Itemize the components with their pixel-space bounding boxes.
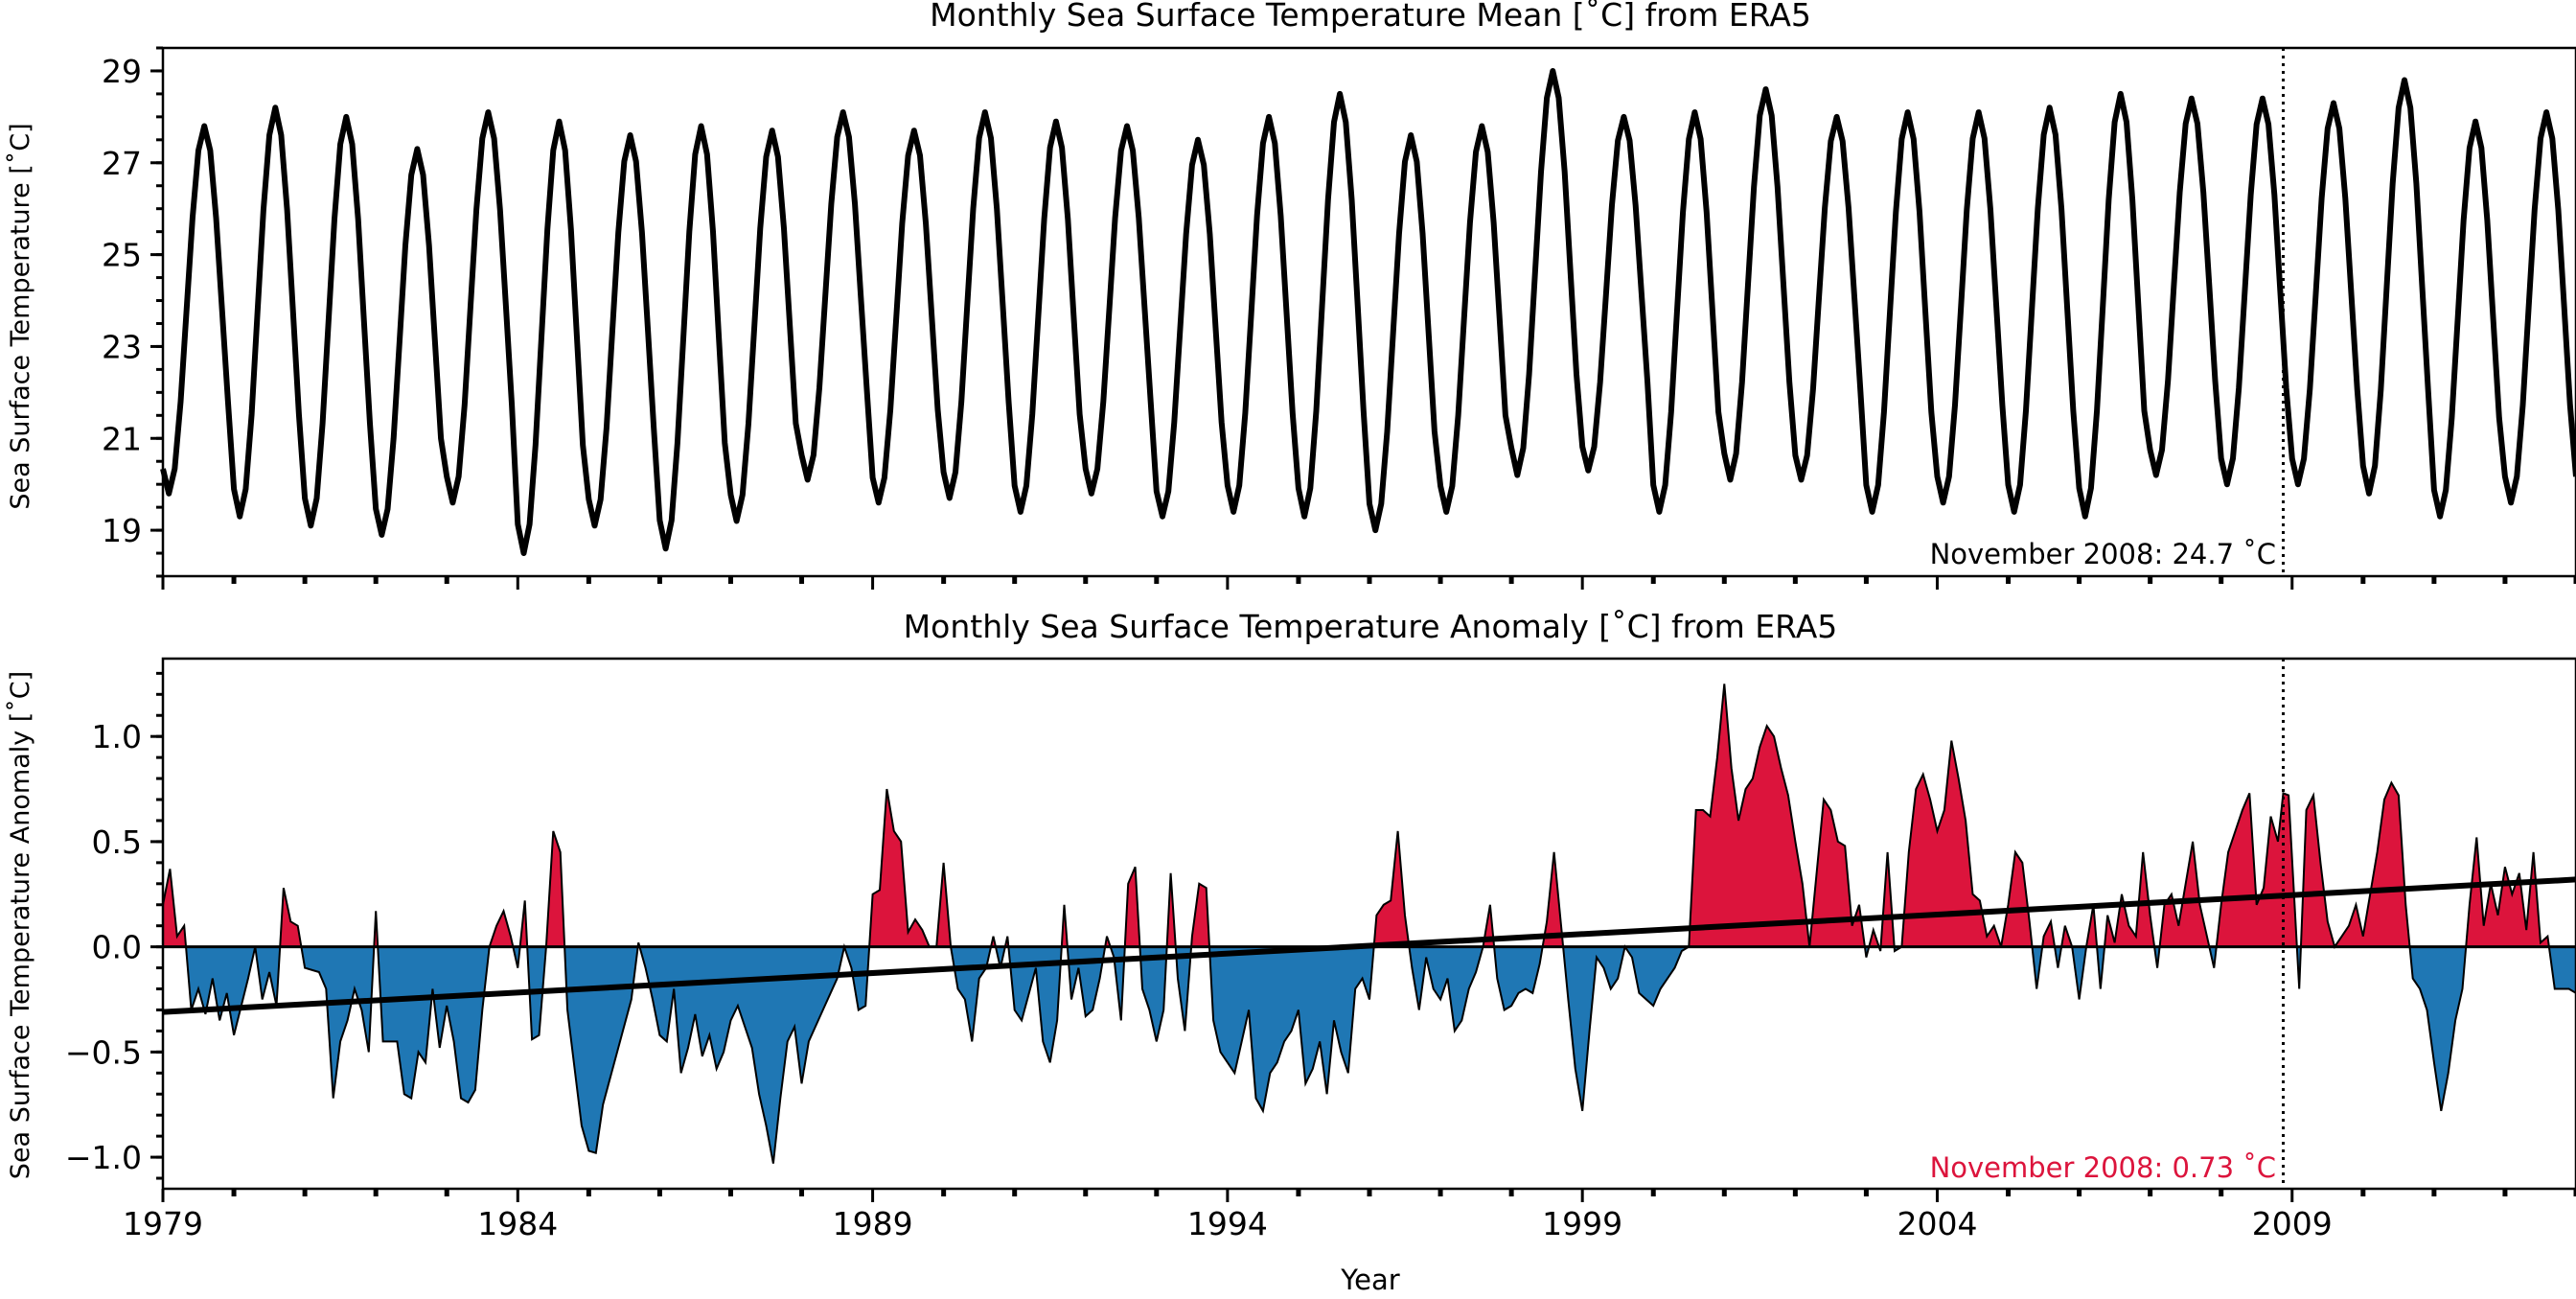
x-tick-label: 2004 (1897, 1205, 1977, 1242)
x-tick-label: 1979 (123, 1205, 203, 1242)
x-tick-label: 1984 (477, 1205, 558, 1242)
mean-highlight-annotation: November 2008: 24.7 ˚C (1930, 538, 2276, 570)
x-axis-label: Year (1340, 1264, 1399, 1296)
x-tick-label: 1994 (1187, 1205, 1268, 1242)
mean-axes: 19 21 23 25 27 29 (102, 46, 2576, 590)
x-tick-label: 1999 (1542, 1205, 1622, 1242)
mean-temperature-line (160, 68, 2576, 556)
y-tick-label: 19 (102, 512, 142, 549)
anomaly-line (162, 684, 2576, 1164)
trend-line (162, 876, 2576, 1015)
mean-chart-title: Monthly Sea Surface Temperature Mean [˚C… (930, 0, 1811, 34)
y-tick-label: 23 (102, 328, 142, 365)
y-tick-label: −0.5 (65, 1033, 142, 1071)
anomaly-panel: Monthly Sea Surface Temperature Anomaly … (6, 608, 2576, 1296)
mean-y-axis-label: Sea Surface Temperature [˚C] (6, 123, 35, 509)
y-tick-label: 25 (102, 237, 142, 274)
x-tick-label: 2009 (2252, 1205, 2333, 1242)
anomaly-y-axis-label: Sea Surface Temperature Anomaly [˚C] (6, 671, 35, 1179)
y-tick-label: 1.0 (92, 718, 142, 755)
anomaly-positive-fill (163, 684, 2576, 947)
y-tick-label: 0.5 (92, 823, 142, 861)
anomaly-negative-fill (186, 946, 2576, 1164)
x-tick-label: 1989 (833, 1205, 913, 1242)
mean-series-layer (160, 68, 2576, 556)
y-tick-label: 0.0 (92, 929, 142, 966)
anomaly-chart-title: Monthly Sea Surface Temperature Anomaly … (904, 608, 1838, 645)
anomaly-series-layer (162, 684, 2576, 1164)
y-tick-label: 29 (102, 53, 142, 90)
anomaly-axes: −1.0 −0.5 0.0 0.5 1.0 1979 1984 1989 1994 1999 200… (65, 657, 2576, 1242)
mean-temperature-panel: Monthly Sea Surface Temperature Mean [˚C… (6, 0, 2576, 590)
anomaly-highlight-annotation: November 2008: 0.73 ˚C (1930, 1151, 2276, 1184)
y-tick-label: 27 (102, 145, 142, 182)
y-tick-label: 21 (102, 420, 142, 457)
y-tick-label: −1.0 (65, 1139, 142, 1176)
